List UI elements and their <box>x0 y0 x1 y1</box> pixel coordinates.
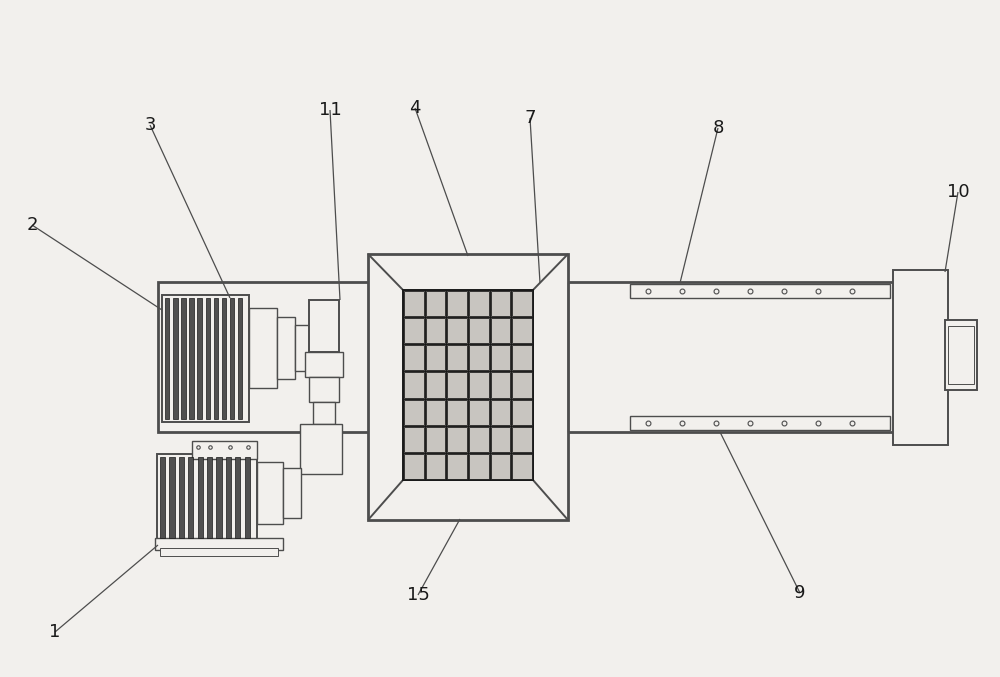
Bar <box>238 298 242 419</box>
Bar <box>447 427 467 452</box>
Bar <box>491 399 510 424</box>
Bar <box>158 282 915 432</box>
Bar <box>160 457 165 538</box>
Bar <box>277 317 295 379</box>
Bar <box>249 308 277 388</box>
Bar <box>512 372 532 397</box>
Bar <box>245 457 250 538</box>
Bar <box>313 402 335 424</box>
Bar <box>469 291 489 316</box>
Bar <box>426 291 445 316</box>
Bar <box>173 298 178 419</box>
Bar <box>162 295 249 422</box>
Bar <box>157 454 257 541</box>
Bar <box>512 291 532 316</box>
Bar <box>469 454 489 479</box>
Bar <box>160 548 278 556</box>
Bar <box>214 298 218 419</box>
Bar <box>512 318 532 343</box>
Bar <box>491 318 510 343</box>
Text: 4: 4 <box>409 99 421 117</box>
Bar <box>404 372 424 397</box>
Bar <box>309 377 339 402</box>
Bar <box>230 298 234 419</box>
Bar <box>512 427 532 452</box>
Bar <box>426 454 445 479</box>
Bar <box>447 372 467 397</box>
Bar <box>403 290 533 480</box>
Bar <box>404 291 424 316</box>
Bar <box>404 427 424 452</box>
Text: 8: 8 <box>712 119 724 137</box>
Bar <box>169 457 175 538</box>
Bar <box>469 372 489 397</box>
Bar <box>257 462 283 524</box>
Bar <box>491 291 510 316</box>
Bar <box>447 454 467 479</box>
Text: 1: 1 <box>49 623 61 641</box>
Bar <box>197 298 202 419</box>
Bar <box>630 284 890 298</box>
Bar <box>469 427 489 452</box>
Text: 10: 10 <box>947 183 969 201</box>
Bar <box>404 345 424 370</box>
Bar <box>447 291 467 316</box>
Bar <box>206 298 210 419</box>
Bar <box>305 352 343 377</box>
Bar <box>226 457 231 538</box>
Bar <box>216 457 222 538</box>
Bar <box>165 298 169 419</box>
Bar <box>426 372 445 397</box>
Bar <box>189 298 194 419</box>
Bar <box>491 454 510 479</box>
Bar <box>155 538 283 550</box>
Text: 9: 9 <box>794 584 806 602</box>
Bar <box>426 399 445 424</box>
Bar <box>235 457 240 538</box>
Text: 15: 15 <box>407 586 429 604</box>
Bar <box>491 345 510 370</box>
Bar <box>447 345 467 370</box>
Bar <box>447 318 467 343</box>
Text: 2: 2 <box>26 216 38 234</box>
Bar <box>630 416 890 430</box>
Bar <box>300 424 342 474</box>
Bar <box>192 441 257 459</box>
Bar <box>512 454 532 479</box>
Text: 3: 3 <box>144 116 156 134</box>
Text: 7: 7 <box>524 109 536 127</box>
Bar <box>404 399 424 424</box>
Bar <box>512 345 532 370</box>
Bar <box>469 318 489 343</box>
Bar <box>283 468 301 518</box>
Bar <box>179 457 184 538</box>
Text: 11: 11 <box>319 101 341 119</box>
Bar <box>512 399 532 424</box>
Bar <box>188 457 193 538</box>
Bar <box>491 427 510 452</box>
Bar <box>181 298 186 419</box>
Bar <box>368 254 568 520</box>
Bar <box>295 325 309 371</box>
Bar <box>207 457 212 538</box>
Bar <box>426 427 445 452</box>
Bar <box>426 318 445 343</box>
Bar <box>948 326 974 384</box>
Bar <box>198 457 203 538</box>
Bar <box>426 345 445 370</box>
Bar <box>404 454 424 479</box>
Bar <box>222 298 226 419</box>
Bar <box>491 372 510 397</box>
Bar <box>309 300 339 352</box>
Bar <box>945 320 977 390</box>
Bar <box>404 318 424 343</box>
Bar <box>447 399 467 424</box>
Bar <box>469 399 489 424</box>
Bar <box>893 270 948 445</box>
Bar <box>469 345 489 370</box>
